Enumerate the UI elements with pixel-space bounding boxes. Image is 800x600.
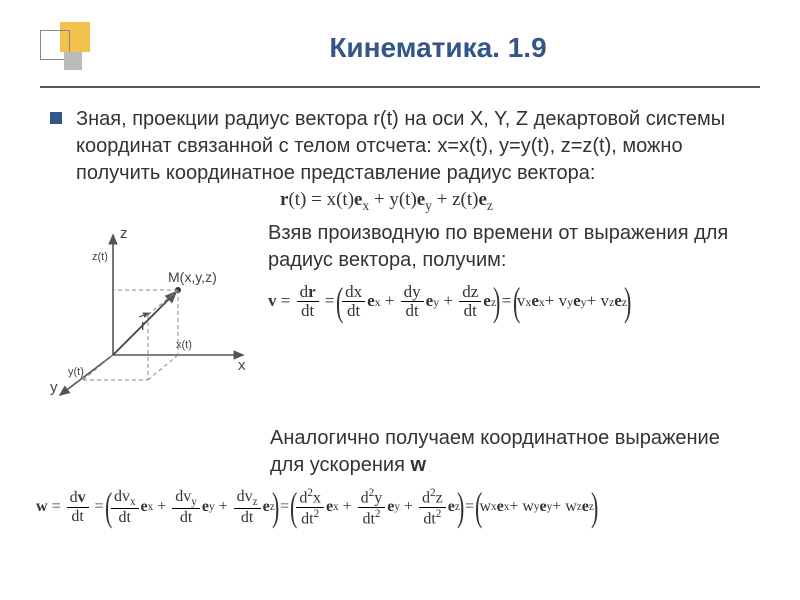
- vector-label-r: r: [141, 317, 146, 334]
- title-decoration-icon: [40, 22, 92, 74]
- paragraph-1: Зная, проекции радиус вектора r(t) на ос…: [76, 106, 730, 187]
- slide-title-bar: Кинематика. 1.9: [0, 0, 800, 74]
- proj-label-z: z(t): [92, 251, 108, 263]
- slide-title: Кинематика. 1.9: [116, 32, 760, 64]
- paragraph-2: Взяв производную по времени от выражения…: [268, 220, 760, 274]
- mid-text-column: Взяв производную по времени от выражения…: [258, 220, 760, 322]
- point-label: M(x,y,z): [168, 269, 217, 285]
- equation-w: w = dvdt = ( dvxdtex + dvydtey + dvzdtez…: [0, 479, 800, 528]
- axis-label-x: x: [238, 357, 246, 374]
- bullet-icon: [50, 112, 62, 124]
- equation-v: v = drdt = ( dxdtex + dydtey + dzdtez ) …: [268, 282, 760, 322]
- coordinate-diagram: z x y M(x,y,z) r z(t) x(t) y(t): [48, 220, 258, 415]
- axis-label-z: z: [120, 225, 128, 242]
- proj-label-y: y(t): [68, 366, 84, 378]
- diagram-and-text-row: z x y M(x,y,z) r z(t) x(t) y(t): [0, 214, 800, 415]
- equation-r: r(t) = x(t)ex + y(t)ey + z(t)ez: [0, 189, 800, 214]
- bullet-row: Зная, проекции радиус вектора r(t) на ос…: [0, 106, 800, 187]
- paragraph-3: Аналогично получаем координатное выражен…: [0, 415, 800, 479]
- title-underline: [40, 86, 760, 88]
- axis-label-y: y: [50, 379, 58, 396]
- proj-label-x: x(t): [176, 339, 192, 351]
